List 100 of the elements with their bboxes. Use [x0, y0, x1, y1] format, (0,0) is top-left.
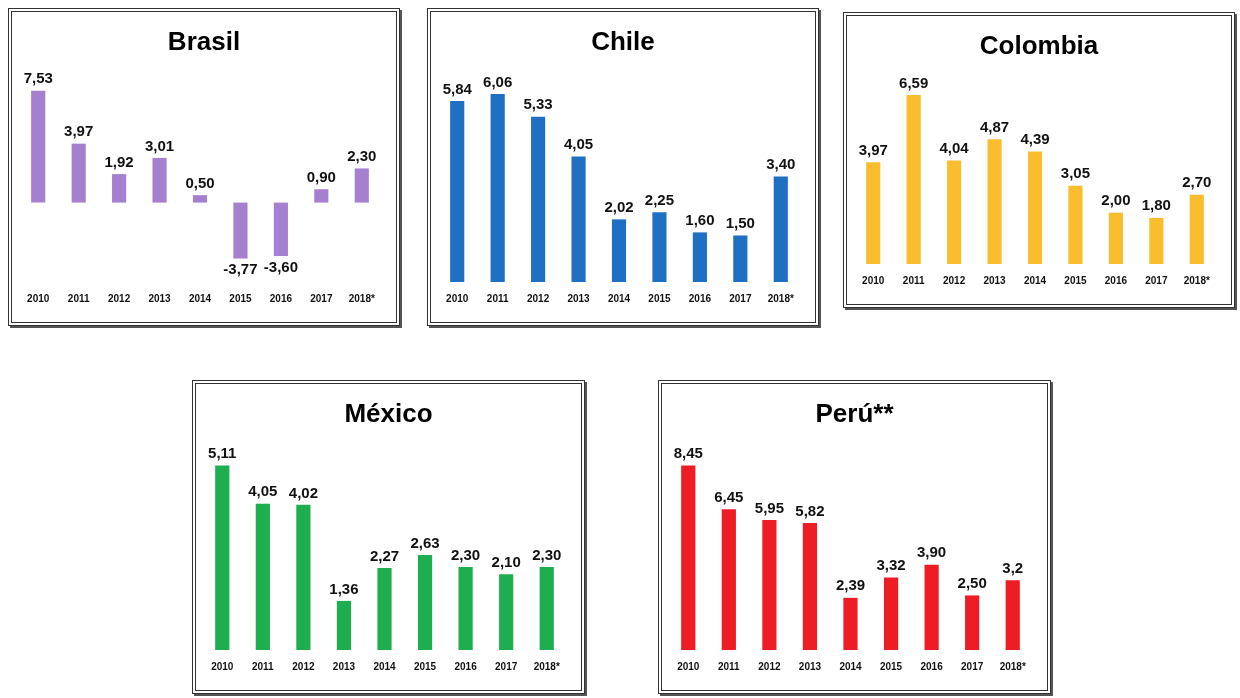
x-tick-label: 2016 — [920, 660, 944, 672]
x-tick-label: 2011 — [251, 660, 275, 672]
data-label: -3,77 — [223, 260, 258, 278]
data-label: 4,05 — [248, 482, 278, 500]
data-label: 1,60 — [685, 211, 715, 229]
x-tick-label: 2011 — [486, 292, 509, 304]
data-label: 5,11 — [208, 444, 237, 462]
bar — [273, 202, 288, 256]
data-label: 6,45 — [714, 487, 744, 505]
bar — [354, 168, 369, 203]
data-label: 2,30 — [451, 545, 481, 563]
data-label: 5,84 — [442, 79, 473, 97]
data-label: -3,60 — [263, 257, 298, 275]
bar — [458, 566, 473, 650]
bar — [1027, 151, 1043, 264]
data-label: 3,32 — [876, 556, 906, 574]
bar — [906, 95, 921, 264]
x-tick-label: 2010 — [446, 292, 469, 304]
data-label: 0,50 — [185, 173, 215, 191]
x-tick-label: 2017 — [495, 660, 518, 672]
x-tick-label: 2011 — [717, 660, 741, 672]
x-tick-label: 2013 — [567, 292, 591, 304]
data-label: 3,01 — [144, 136, 175, 154]
bar — [192, 195, 208, 203]
data-label: 2,30 — [347, 147, 377, 165]
bar — [1149, 217, 1164, 264]
x-tick-label: 2016 — [269, 292, 293, 304]
bar — [215, 465, 230, 650]
x-tick-label: 2011 — [67, 292, 90, 304]
bar — [762, 520, 777, 650]
x-tick-label: 2013 — [798, 660, 822, 672]
bar — [733, 235, 748, 282]
x-tick-label: 2012 — [526, 292, 550, 304]
x-tick-label: 2010 — [862, 274, 885, 286]
bar — [843, 597, 858, 650]
x-tick-label: 2012 — [292, 660, 315, 672]
bar — [314, 189, 329, 203]
bar — [71, 143, 86, 203]
x-tick-label: 2016 — [688, 292, 712, 304]
x-tick-label: 2013 — [148, 292, 172, 304]
bar — [652, 212, 667, 282]
data-label: 1,80 — [1141, 196, 1171, 214]
x-tick-label: 2017 — [310, 292, 333, 304]
bar — [571, 156, 586, 282]
data-label: 2,25 — [644, 190, 675, 208]
data-label: 3,97 — [64, 122, 94, 140]
data-label: 8,45 — [673, 444, 703, 462]
data-label: 2,02 — [604, 198, 634, 215]
x-tick-label: 2014 — [373, 660, 397, 672]
data-label: 4,02 — [288, 483, 318, 501]
chart-title: Chile — [590, 26, 656, 58]
bar — [31, 90, 46, 203]
bar — [377, 568, 392, 650]
x-tick-label: 2015 — [413, 660, 437, 672]
x-tick-label: 2013 — [332, 660, 356, 672]
bar — [296, 504, 311, 650]
data-label: 5,82 — [795, 501, 825, 519]
bar — [681, 465, 696, 650]
x-tick-label: 2018* — [999, 660, 1026, 672]
bar — [611, 219, 627, 282]
x-tick-label: 2014 — [839, 660, 863, 672]
x-tick-label: 2012 — [942, 274, 966, 286]
x-tick-label: 2016 — [454, 660, 478, 672]
bar — [1189, 194, 1204, 264]
bar — [1068, 185, 1083, 264]
x-tick-label: 2017 — [729, 292, 752, 304]
data-label: 5,95 — [754, 498, 784, 516]
data-label: 2,00 — [1101, 191, 1131, 209]
data-label: 2,10 — [491, 552, 521, 570]
data-label: 1,92 — [104, 152, 134, 170]
x-tick-label: 2018* — [533, 660, 560, 672]
x-tick-label: 2010 — [211, 660, 234, 672]
bar — [1005, 580, 1020, 650]
data-label: 0,90 — [306, 167, 336, 185]
data-label: 1,36 — [329, 579, 359, 597]
bar — [1108, 212, 1123, 264]
data-label: 4,04 — [939, 139, 970, 157]
x-tick-label: 2010 — [677, 660, 700, 672]
data-label: 2,50 — [957, 574, 987, 592]
data-label: 7,53 — [23, 69, 53, 87]
data-label: 5,33 — [523, 95, 553, 113]
x-tick-label: 2012 — [107, 292, 131, 304]
x-tick-label: 2014 — [607, 292, 631, 304]
x-tick-label: 2015 — [1064, 274, 1087, 286]
bar — [965, 595, 980, 650]
x-tick-label: 2017 — [961, 660, 984, 672]
x-tick-label: 2015 — [648, 292, 671, 304]
x-tick-label: 2012 — [758, 660, 781, 672]
bar — [152, 157, 167, 203]
bar — [721, 509, 736, 650]
bar — [233, 202, 248, 259]
data-label: 2,27 — [369, 546, 400, 564]
data-label: 6,59 — [899, 73, 929, 91]
chart-title: Brasil — [166, 26, 242, 58]
bar — [773, 176, 788, 282]
x-tick-label: 2015 — [879, 660, 903, 672]
data-label: 3,40 — [766, 155, 796, 173]
x-tick-label: 2010 — [27, 292, 50, 304]
data-label: 3,90 — [917, 543, 947, 561]
bar — [450, 100, 465, 282]
